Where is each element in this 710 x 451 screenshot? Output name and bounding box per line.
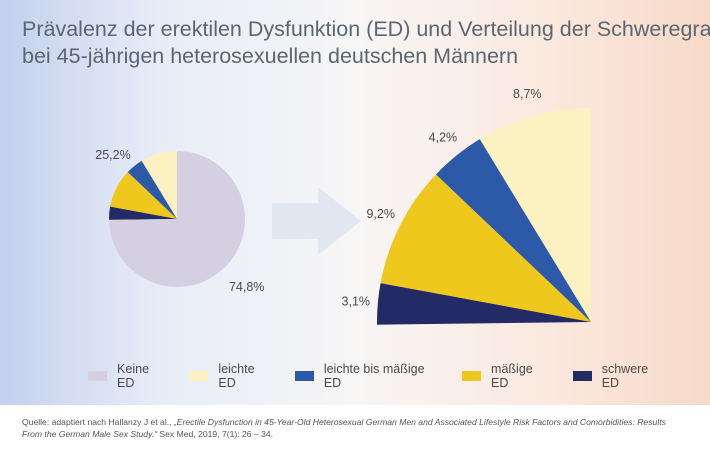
pie-slice-maessige-ed (110, 172, 177, 219)
sector-slice-maessige-ed (380, 174, 591, 322)
source-citation: Quelle: adaptiert nach Hallanzy J et al.… (0, 405, 710, 451)
legend-item-maessige-ed: mäßige ED (461, 362, 551, 390)
pie-slice-keine-ed (109, 151, 246, 287)
pie-slice-leichte-bis-maessige-ed (127, 160, 177, 219)
legend-label-maessige-ed: mäßige ED (491, 362, 533, 390)
legend-item-schwere-ed: schwere ED (572, 362, 666, 390)
source-prefix: Quelle: adaptiert nach Hallanzy J et al.… (22, 417, 174, 427)
exploded-sector-chart: 8,7% 4,2% 9,2% 3,1% (342, 87, 591, 325)
data-label-schwere-ed: 3,1% (342, 294, 371, 308)
pie-chart-area: 74,8% 25,2% 8,7% 4,2% 9,2% 3,1% (95, 87, 591, 325)
legend-swatch-maessige-ed (461, 371, 482, 381)
sector-slice-leichte-bis-maessige-ed (435, 139, 591, 322)
data-label-keine-ed: 74,8% (229, 280, 264, 294)
legend-label-keine-ed: Keine ED (117, 362, 150, 390)
chart-title-line-2: bei 45-jährigen heterosexuellen deutsche… (22, 44, 519, 68)
chart-title: Prävalenz der erektilen Dysfunktion (ED)… (22, 16, 710, 70)
small-pie-chart: 74,8% 25,2% (95, 148, 264, 294)
data-label-ed-total: 25,2% (95, 148, 130, 162)
legend-item-leichte-bis-maessige-ed: leichte bis mäßige ED (294, 362, 440, 390)
legend-swatch-leichte-bis-maessige-ed (294, 371, 314, 381)
legend-swatch-leichte-ed (189, 371, 209, 381)
legend-swatch-keine-ed (88, 371, 108, 381)
source-journal: Sex Med, 2019, 7(1): 26 – 34. (157, 429, 274, 439)
pie-slice-schwere-ed (109, 206, 177, 220)
data-label-leichte-bis-maessige-ed: 4,2% (429, 131, 458, 145)
data-label-maessige-ed: 9,2% (366, 207, 395, 221)
source-paper-title: „Erectile Dysfunction in 45-Year-Old Het… (22, 417, 666, 439)
arrow-shape (272, 187, 361, 255)
legend-label-schwere-ed: schwere ED (601, 362, 649, 390)
legend-item-keine-ed: Keine ED (88, 362, 167, 390)
data-label-leichte-ed: 8,7% (513, 87, 542, 101)
legend-label-leichte-ed: leichte ED (218, 362, 255, 390)
pie-slice-leichte-ed (141, 151, 177, 219)
sector-slice-leichte-ed (479, 108, 591, 322)
legend: Keine ED leichte ED leichte bis mäßige E… (88, 362, 688, 390)
chart-title-line-1: Prävalenz der erektilen Dysfunktion (ED)… (22, 17, 710, 41)
legend-swatch-schwere-ed (572, 371, 592, 381)
legend-label-leichte-bis-maessige-ed: leichte bis mäßige ED (323, 362, 425, 390)
sector-slice-schwere-ed (377, 283, 591, 325)
legend-item-leichte-ed: leichte ED (189, 362, 272, 390)
